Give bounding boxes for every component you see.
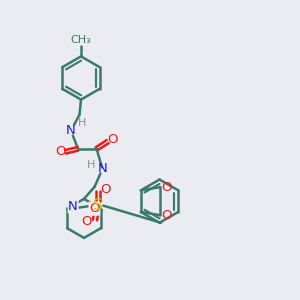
Text: O: O [89, 202, 100, 215]
Text: H: H [78, 118, 86, 128]
Text: O: O [100, 183, 111, 196]
Text: S: S [93, 198, 103, 213]
Text: N: N [68, 200, 78, 213]
Text: CH₃: CH₃ [70, 35, 92, 45]
Text: O: O [55, 145, 65, 158]
Text: N: N [98, 161, 107, 175]
Text: O: O [162, 181, 172, 194]
Text: O: O [81, 215, 92, 228]
Text: H: H [86, 160, 95, 170]
Text: O: O [107, 133, 118, 146]
Text: N: N [66, 124, 75, 137]
Text: O: O [162, 209, 172, 222]
